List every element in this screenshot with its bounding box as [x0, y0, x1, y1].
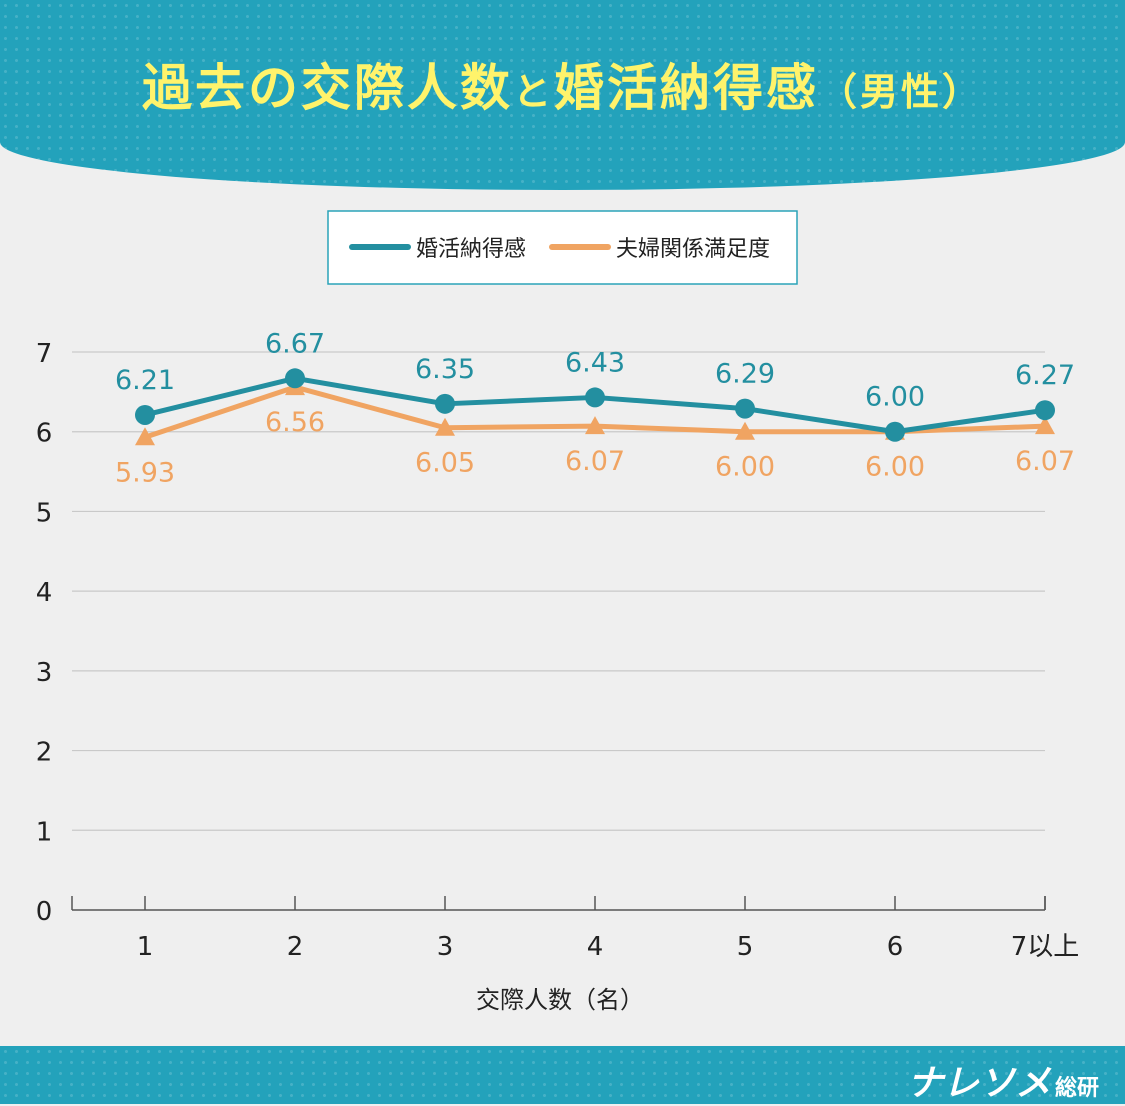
- series-1-point: [885, 421, 905, 442]
- x-tick-label: 6: [887, 932, 904, 962]
- y-tick-label: 5: [36, 498, 53, 528]
- title-particle: と: [512, 70, 554, 114]
- series-1-point: [735, 398, 755, 419]
- x-tick-label: 7以上: [1011, 932, 1080, 962]
- brand-name: ナレソメ: [906, 1063, 1051, 1104]
- series-2-point: [435, 417, 455, 436]
- x-tick-label: 1: [137, 932, 154, 962]
- y-tick-label: 4: [36, 578, 53, 608]
- y-tick-label: 7: [36, 339, 53, 369]
- data-label-series-1: 6.43: [565, 347, 625, 378]
- series-1-point: [285, 368, 305, 389]
- data-label-series-2: 6.05: [415, 448, 475, 479]
- legend-label-2: 夫婦関係満足度: [616, 237, 770, 262]
- data-label-series-2: 5.93: [115, 457, 175, 488]
- y-tick-label: 6: [36, 419, 53, 449]
- series-2-point: [135, 427, 155, 446]
- data-label-series-1: 6.21: [115, 365, 175, 396]
- data-label-series-2: 6.07: [1015, 446, 1075, 477]
- data-label-series-2: 6.56: [265, 407, 325, 438]
- data-label-series-1: 6.27: [1015, 360, 1075, 391]
- footer-bar: ナレソメ 総研: [0, 1046, 1125, 1104]
- x-axis-label: 交際人数（名）: [476, 986, 644, 1014]
- page-title: 過去の交際人数と婚活納得感（男性）: [0, 48, 1125, 120]
- y-tick-label: 2: [36, 738, 53, 768]
- data-label-series-1: 6.67: [265, 328, 325, 359]
- title-suffix: （男性）: [819, 70, 984, 114]
- data-label-series-1: 6.35: [415, 354, 475, 385]
- legend-label-1: 婚活納得感: [416, 237, 526, 262]
- series-2-point: [735, 421, 755, 440]
- y-tick-label: 0: [36, 897, 53, 927]
- series-1-point: [435, 393, 455, 414]
- data-label-series-2: 6.07: [565, 446, 625, 477]
- x-tick-label: 3: [437, 932, 454, 962]
- brand-suffix: 総研: [1054, 1076, 1099, 1101]
- data-label-series-2: 6.00: [715, 452, 775, 483]
- series-1-point: [135, 404, 155, 425]
- header-banner: 過去の交際人数と婚活納得感（男性）: [0, 0, 1125, 190]
- title-part2: 婚活納得感: [554, 59, 819, 117]
- data-label-series-1: 6.00: [865, 382, 925, 413]
- series-1-point: [1035, 400, 1055, 421]
- x-tick-label: 5: [737, 932, 754, 962]
- series-2-point: [1035, 416, 1055, 435]
- x-tick-label: 2: [287, 932, 304, 962]
- series-2-point: [585, 416, 605, 435]
- data-label-series-2: 6.00: [865, 452, 925, 483]
- title-part1: 過去の交際人数: [141, 59, 513, 117]
- y-tick-label: 1: [36, 817, 53, 847]
- x-tick-label: 4: [587, 932, 604, 962]
- series-1-point: [585, 387, 605, 408]
- data-label-series-1: 6.29: [715, 359, 775, 390]
- brand-logo: ナレソメ 総研: [907, 1054, 1099, 1106]
- y-tick-label: 3: [36, 658, 53, 688]
